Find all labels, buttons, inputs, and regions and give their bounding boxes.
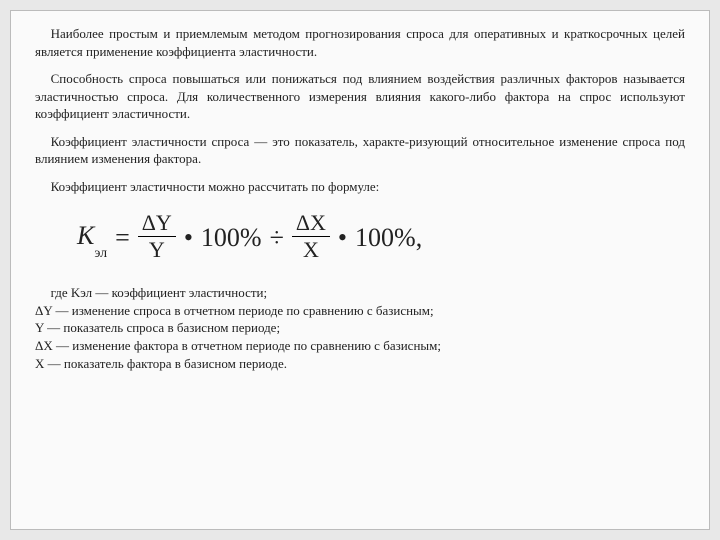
definition-intro: где Kэл — коэффициент эластичности; (35, 284, 685, 302)
definition-x: X — показатель фактора в базисном период… (35, 355, 685, 373)
division-sign: ÷ (270, 220, 284, 255)
fraction-1-denominator: Y (145, 237, 169, 261)
fraction-dx-x: ΔX X (292, 212, 330, 261)
document-page: Наиболее простым и приемлемым методом пр… (10, 10, 710, 530)
dot-2: • (338, 220, 347, 255)
formula-k-symbol: K (77, 221, 94, 250)
fraction-1-numerator: ΔY (138, 212, 176, 237)
dot-1: • (184, 220, 193, 255)
formula-k-subscript: эл (94, 246, 107, 261)
definitions-block: где Kэл — коэффициент эластичности; ΔY —… (35, 284, 685, 372)
definition-dx: ΔX — изменение фактора в отчетном период… (35, 337, 685, 355)
hundred-percent-1: 100% (201, 220, 262, 255)
elasticity-formula: Kэл = ΔY Y • 100% ÷ ΔX X • 100%, (77, 213, 685, 262)
paragraph-3: Коэффициент эластичности спроса — это по… (35, 133, 685, 168)
definition-dy: ΔY — изменение спроса в отчетном периоде… (35, 302, 685, 320)
fraction-2-denominator: X (299, 237, 323, 261)
hundred-percent-2: 100%, (355, 220, 422, 255)
fraction-2-numerator: ΔX (292, 212, 330, 237)
fraction-dy-y: ΔY Y (138, 212, 176, 261)
paragraph-1: Наиболее простым и приемлемым методом пр… (35, 25, 685, 60)
formula-lhs: Kэл (77, 218, 107, 257)
equals-sign: = (115, 220, 130, 255)
paragraph-2: Способность спроса повышаться или понижа… (35, 70, 685, 123)
paragraph-4: Коэффициент эластичности можно рассчитат… (35, 178, 685, 196)
definition-y: Y — показатель спроса в базисном периоде… (35, 319, 685, 337)
